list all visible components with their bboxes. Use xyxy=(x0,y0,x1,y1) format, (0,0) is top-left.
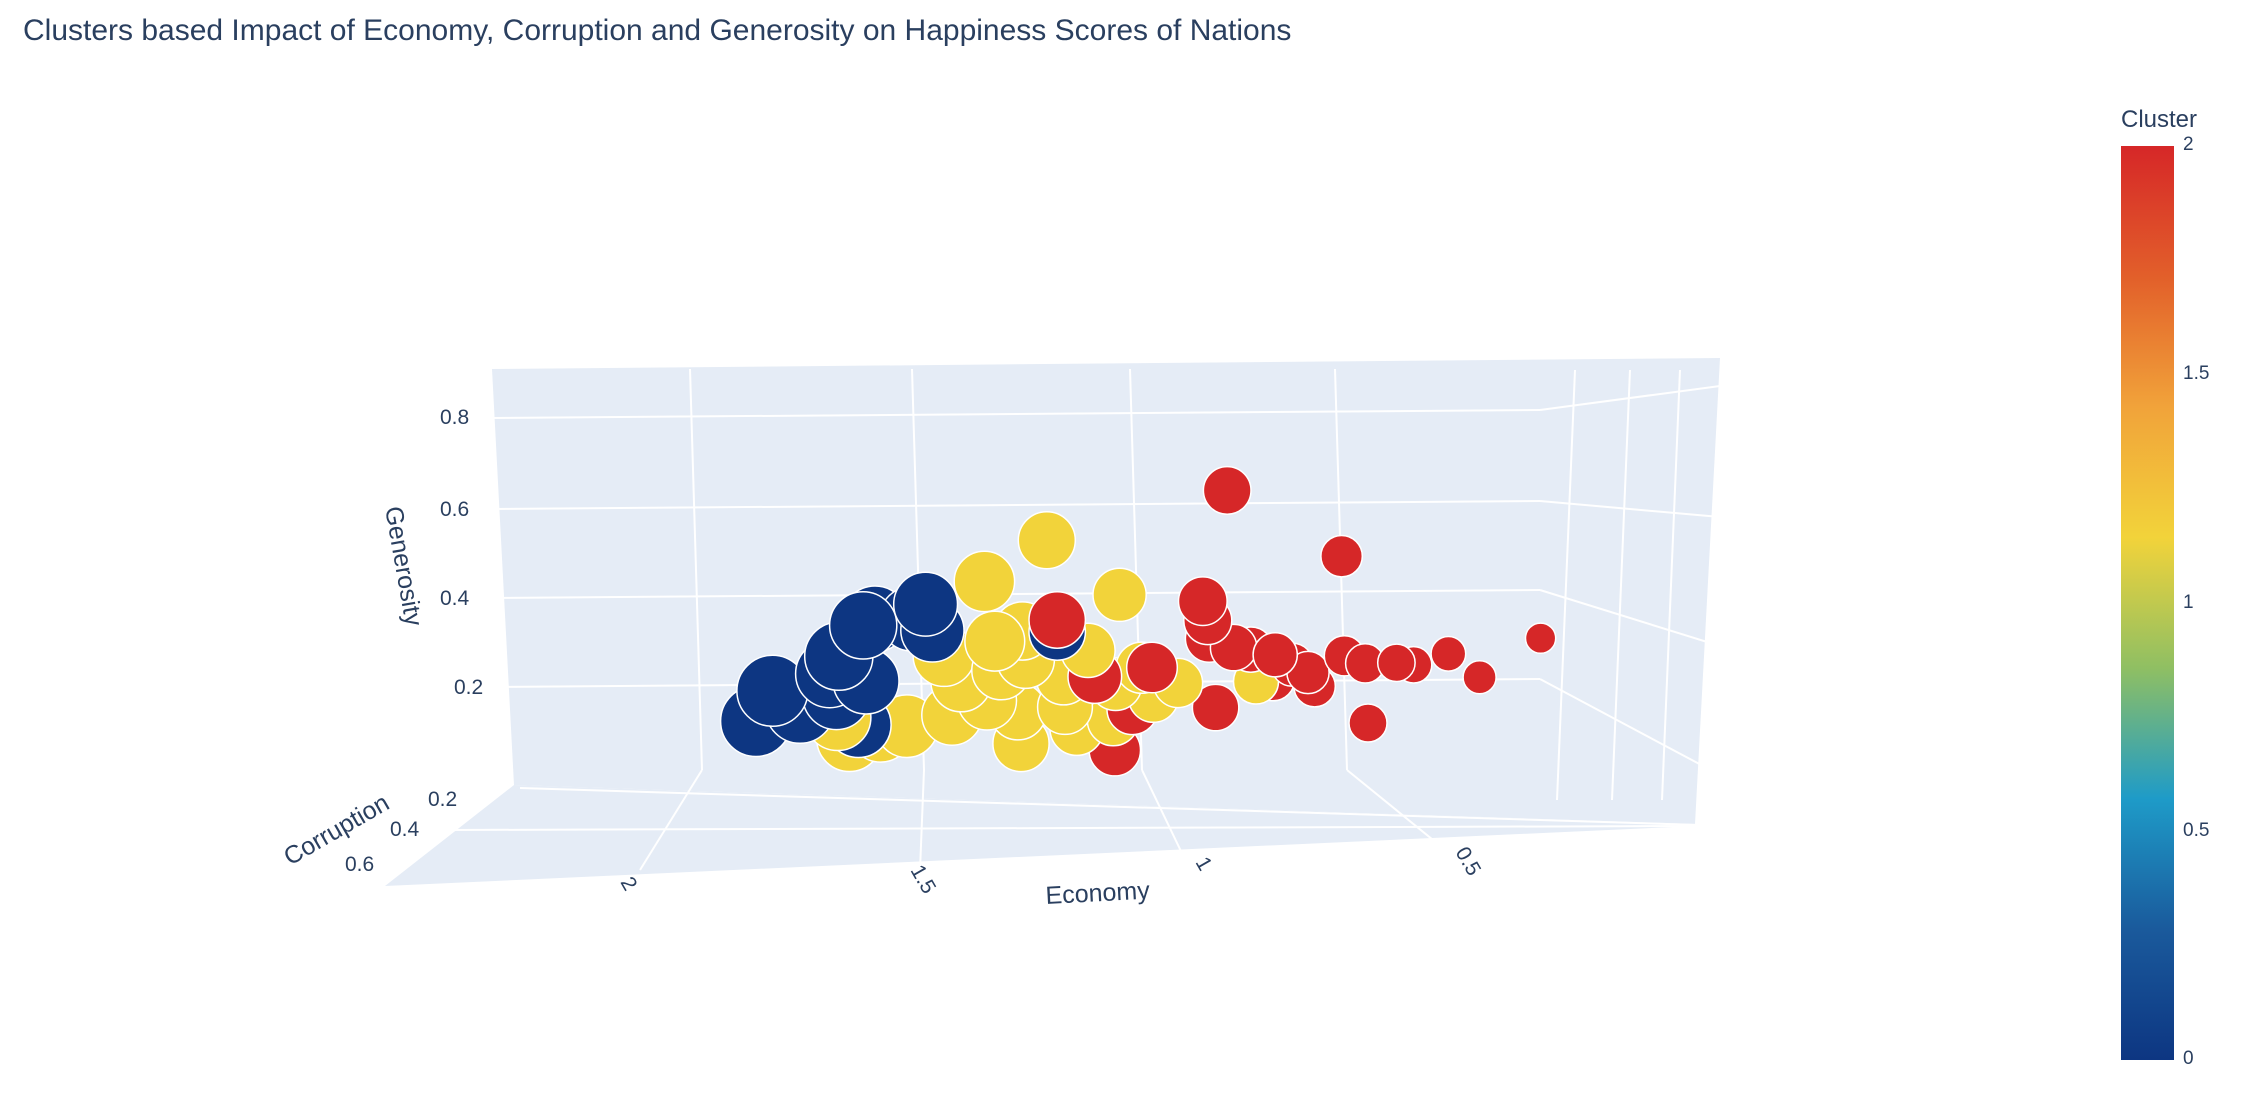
grid-x-b xyxy=(1611,369,1631,801)
grid-z-08-side xyxy=(1539,385,1721,411)
cluster-2-point[interactable] xyxy=(1320,534,1364,578)
grid-x-c xyxy=(1661,369,1681,801)
grid-x-2-floor xyxy=(639,769,703,871)
x-axis-title: Economy xyxy=(1045,877,1151,910)
z-tick-label: 0.4 xyxy=(440,587,470,610)
chart-title: Clusters based Impact of Economy, Corrup… xyxy=(23,14,1292,47)
cluster-2-point[interactable] xyxy=(1524,622,1557,655)
grid-z-08 xyxy=(491,409,1541,419)
grid-x-a xyxy=(1556,369,1576,801)
side-wall xyxy=(1695,358,1720,824)
z-tick-label: 0.6 xyxy=(440,498,469,521)
z-axis-title: Generosity xyxy=(379,504,428,628)
grid-x-2 xyxy=(689,368,703,771)
x-tick-label: 1.5 xyxy=(906,861,941,898)
grid-x-05-floor xyxy=(1346,769,1471,871)
cluster-1-point[interactable] xyxy=(953,550,1016,613)
grid-x-15-floor xyxy=(919,769,925,871)
cluster-2-point[interactable] xyxy=(1177,576,1228,627)
cluster-0-point[interactable] xyxy=(892,571,959,637)
grid-z-02-side xyxy=(1539,678,1721,776)
x-tick-label: 0.5 xyxy=(1451,843,1486,880)
cluster-2-point[interactable] xyxy=(1252,631,1299,678)
colorbar xyxy=(2121,146,2174,1060)
cluster-1-point[interactable] xyxy=(1092,567,1147,623)
colorbar-title: Cluster xyxy=(2121,106,2198,133)
colorbar-tick-label: 0.5 xyxy=(2183,820,2210,841)
cluster-2-point[interactable] xyxy=(1028,591,1087,649)
colorbar-tick-label: 1.5 xyxy=(2183,363,2210,384)
y-tick-label: 0.6 xyxy=(345,853,374,876)
y-axis-title: Corruption xyxy=(279,789,394,872)
cluster-1-point[interactable] xyxy=(964,610,1026,672)
grid-z-06 xyxy=(491,500,1541,510)
y-tick-label: 0.2 xyxy=(428,788,457,811)
colorbar-tick-label: 1 xyxy=(2183,592,2194,613)
z-tick-label: 0.2 xyxy=(454,676,483,699)
x-tick-label: 1 xyxy=(1191,853,1217,875)
cluster-2-point[interactable] xyxy=(1376,643,1416,683)
grid-z-04-side xyxy=(1539,589,1721,647)
grid-z-04 xyxy=(491,589,1541,599)
cluster-2-point[interactable] xyxy=(1462,659,1497,695)
cluster-2-point[interactable] xyxy=(1191,683,1240,732)
cluster-2-point[interactable] xyxy=(1125,641,1179,694)
cluster-0-point[interactable] xyxy=(828,591,898,660)
y-tick-label: 0.4 xyxy=(390,818,420,841)
floor-pane xyxy=(385,785,1695,886)
x-tick-label: 2 xyxy=(616,873,642,895)
grid-y-02 xyxy=(519,787,1701,826)
cluster-2-point[interactable] xyxy=(1430,635,1467,672)
cluster-2-point[interactable] xyxy=(1348,703,1388,743)
z-tick-label: 0.8 xyxy=(440,406,469,429)
data-points xyxy=(719,465,1557,777)
cluster-1-point[interactable] xyxy=(1017,510,1077,570)
colorbar-tick-label: 2 xyxy=(2183,134,2194,155)
grid-x-1-floor xyxy=(1141,769,1191,871)
grid-y-04 xyxy=(449,825,1701,831)
colorbar-tick-label: 0 xyxy=(2183,1048,2194,1069)
cluster-2-point[interactable] xyxy=(1202,465,1252,515)
